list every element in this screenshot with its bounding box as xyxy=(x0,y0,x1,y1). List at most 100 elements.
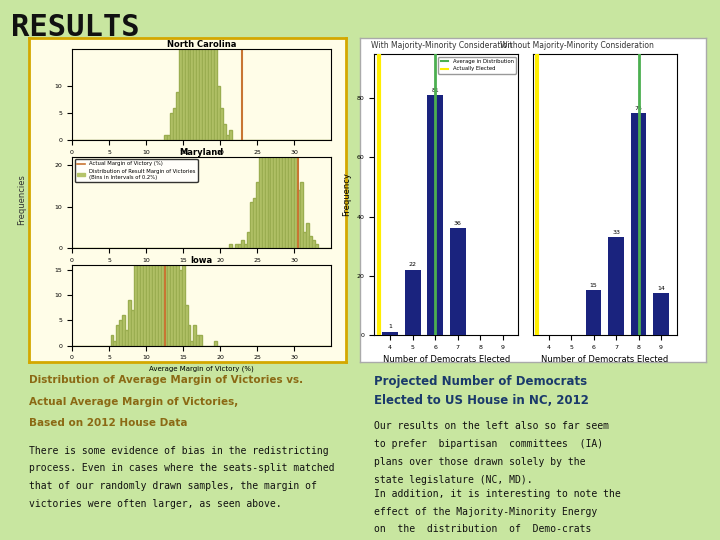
Text: With Majority-Minority Consideration: With Majority-Minority Consideration xyxy=(371,40,512,50)
Bar xyxy=(214,341,217,346)
Legend: Average in Distribution, Actually Elected: Average in Distribution, Actually Electe… xyxy=(438,57,516,73)
Bar xyxy=(199,0,202,140)
Bar xyxy=(167,158,170,346)
Text: RESULTS: RESULTS xyxy=(11,14,140,43)
Bar xyxy=(315,244,318,248)
Text: In addition, it is interesting to note the: In addition, it is interesting to note t… xyxy=(374,489,621,499)
Bar xyxy=(179,269,181,346)
X-axis label: Average Margin of Victory (%): Average Margin of Victory (%) xyxy=(149,366,254,373)
Y-axis label: Frequency: Frequency xyxy=(342,172,351,217)
Bar xyxy=(170,113,173,140)
Bar xyxy=(122,315,125,346)
Bar xyxy=(155,133,158,346)
Bar xyxy=(256,181,258,248)
Bar xyxy=(120,320,122,346)
Bar xyxy=(191,0,194,140)
Text: 75: 75 xyxy=(634,106,642,111)
Bar xyxy=(199,335,202,346)
Bar xyxy=(631,113,647,335)
Bar xyxy=(276,0,279,248)
Bar xyxy=(143,219,146,346)
Text: plans over those drawn solely by the: plans over those drawn solely by the xyxy=(374,457,586,467)
Bar xyxy=(184,305,187,346)
Bar xyxy=(110,335,114,346)
Bar xyxy=(197,0,199,140)
Text: state legislature (NC, MD).: state legislature (NC, MD). xyxy=(374,475,533,485)
Bar xyxy=(229,244,232,248)
Bar xyxy=(282,48,285,248)
Bar xyxy=(653,293,669,335)
Bar xyxy=(223,124,226,140)
Bar xyxy=(131,310,134,346)
Title: Maryland: Maryland xyxy=(179,147,224,157)
Bar xyxy=(181,265,184,346)
Bar xyxy=(117,325,120,346)
Bar xyxy=(274,31,276,248)
Bar xyxy=(138,260,140,346)
Text: There is some evidence of bias in the redistricting: There is some evidence of bias in the re… xyxy=(29,446,328,456)
Bar xyxy=(288,136,291,248)
Bar xyxy=(244,244,247,248)
Bar xyxy=(253,198,256,248)
Bar xyxy=(208,5,211,140)
Bar xyxy=(226,135,229,140)
Bar xyxy=(309,236,312,248)
Bar xyxy=(297,190,300,248)
Bar xyxy=(294,157,297,248)
Bar xyxy=(279,44,282,248)
Text: to prefer  bipartisan  committees  (IA): to prefer bipartisan committees (IA) xyxy=(374,439,603,449)
Bar xyxy=(285,115,288,248)
Bar xyxy=(608,237,624,335)
Bar xyxy=(214,32,217,140)
Bar xyxy=(152,77,155,346)
Bar xyxy=(235,244,238,248)
Bar xyxy=(300,181,303,248)
Text: 33: 33 xyxy=(612,230,620,235)
Text: on  the  distribution  of  Demo-crats: on the distribution of Demo-crats xyxy=(374,524,592,535)
Bar xyxy=(164,135,167,140)
Bar xyxy=(250,202,253,248)
Text: 81: 81 xyxy=(431,88,439,93)
Bar xyxy=(261,111,264,248)
Bar xyxy=(258,132,261,248)
Bar xyxy=(585,291,601,335)
Text: Based on 2012 House Data: Based on 2012 House Data xyxy=(29,418,187,429)
Text: Distribution of Average Margin of Victories vs.: Distribution of Average Margin of Victor… xyxy=(29,375,303,386)
Bar xyxy=(161,83,164,346)
Text: Projected Number of Democrats: Projected Number of Democrats xyxy=(374,375,588,388)
Bar xyxy=(140,204,143,346)
Bar xyxy=(205,0,208,140)
X-axis label: Number of Democrats Elected: Number of Democrats Elected xyxy=(541,355,668,364)
Bar xyxy=(149,123,152,346)
Bar xyxy=(202,0,205,140)
Bar xyxy=(146,158,149,346)
Text: that of our randomly drawn samples, the margin of: that of our randomly drawn samples, the … xyxy=(29,481,317,491)
Text: 1: 1 xyxy=(388,325,392,329)
Bar xyxy=(173,219,176,346)
Text: Actual Average Margin of Victories,: Actual Average Margin of Victories, xyxy=(29,397,238,407)
Text: 22: 22 xyxy=(409,262,417,267)
Bar xyxy=(229,130,232,140)
Bar xyxy=(194,0,197,140)
Text: 15: 15 xyxy=(590,283,598,288)
Text: 36: 36 xyxy=(454,221,462,226)
Bar xyxy=(125,330,128,346)
Bar xyxy=(170,194,173,346)
Bar xyxy=(191,341,194,346)
Bar xyxy=(238,244,241,248)
Bar xyxy=(303,232,306,248)
Bar xyxy=(241,240,244,248)
Title: Iowa: Iowa xyxy=(191,255,212,265)
Bar xyxy=(264,106,268,248)
Text: Without Majority-Minority Consideration: Without Majority-Minority Consideration xyxy=(500,40,654,50)
Legend: Actual Margin of Victory (%), Distribution of Result Margin of Victories
(Bins i: Actual Margin of Victory (%), Distributi… xyxy=(75,159,197,182)
Bar xyxy=(176,92,179,140)
Bar xyxy=(134,265,138,346)
Text: victories were often larger, as seen above.: victories were often larger, as seen abo… xyxy=(29,499,282,509)
Bar xyxy=(220,108,223,140)
Text: 14: 14 xyxy=(657,286,665,291)
Bar xyxy=(247,232,250,248)
X-axis label: Number of Democrats Elected: Number of Democrats Elected xyxy=(383,355,510,364)
Text: effect of the Majority-Minority Energy: effect of the Majority-Minority Energy xyxy=(374,507,598,517)
Bar xyxy=(291,119,294,248)
